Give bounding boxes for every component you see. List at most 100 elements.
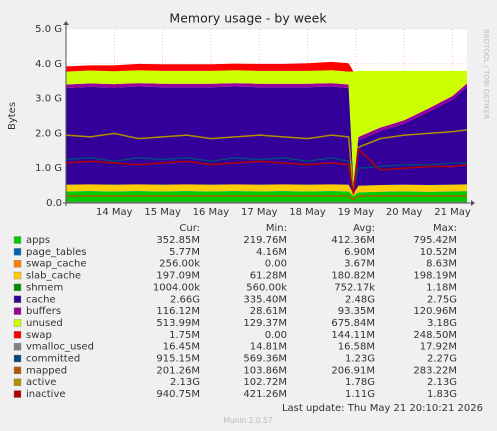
legend-stat: 102.72M	[243, 377, 287, 388]
legend-stat: 915.15M	[156, 354, 200, 365]
legend-stat: 3.18G	[427, 318, 457, 329]
legend-header: Max:	[433, 223, 457, 234]
legend-stat: 1.83G	[427, 389, 457, 400]
footer: Munin 2.0.57	[223, 416, 272, 425]
area	[66, 61, 467, 72]
x-tick-label: 21 May	[434, 207, 471, 218]
legend-label: vmalloc_used	[26, 342, 94, 353]
legend-stat: 335.40M	[243, 294, 287, 305]
legend-swatch	[13, 248, 22, 256]
x-tick-label: 16 May	[193, 207, 230, 218]
legend-swatch	[13, 342, 22, 351]
legend-swatch	[13, 283, 22, 292]
legend-label: swap_cache	[26, 259, 86, 270]
y-tick-label: 5.0 G	[35, 24, 62, 35]
legend-stat: 1.75M	[169, 330, 200, 341]
legend-stat: 198.19M	[413, 271, 457, 282]
legend-stat: 1004.00k	[153, 282, 200, 293]
legend-stat: 10.52M	[420, 247, 457, 258]
legend-stat: 201.26M	[156, 365, 200, 376]
y-axis-arrow	[63, 21, 69, 25]
legend-stat: 1.78G	[345, 377, 375, 388]
legend-stat: 752.17k	[334, 282, 375, 293]
x-axis-arrow	[471, 200, 475, 206]
legend-stat: 103.86M	[243, 365, 287, 376]
x-tick-label: 18 May	[289, 207, 326, 218]
legend-stat: 2.66G	[170, 294, 200, 305]
legend-stat: 795.42M	[413, 235, 457, 246]
legend-label: committed	[26, 354, 80, 365]
legend-stat: 197.09M	[156, 271, 200, 282]
x-tick-label: 15 May	[144, 207, 181, 218]
legend-swatch	[13, 378, 22, 386]
legend-stat: 129.37M	[243, 318, 287, 329]
legend-stat: 940.75M	[156, 389, 200, 400]
legend-stat: 6.90M	[344, 247, 375, 258]
legend-stat: 513.99M	[156, 318, 200, 329]
legend-label: unused	[26, 318, 63, 329]
legend-stat: 569.36M	[243, 354, 287, 365]
x-tick-label: 19 May	[338, 207, 375, 218]
last-update: Last update: Thu May 21 20:10:21 2026	[282, 403, 483, 414]
legend-stat: 283.22M	[413, 365, 457, 376]
legend-stat: 219.76M	[243, 235, 287, 246]
legend-label: buffers	[26, 306, 61, 317]
legend-stat: 412.36M	[331, 235, 375, 246]
legend-swatch	[13, 354, 22, 363]
legend-label: inactive	[26, 389, 66, 400]
legend-stat: 1.18M	[426, 282, 457, 293]
legend-swatch	[13, 319, 22, 327]
legend-stat: 17.92M	[420, 342, 457, 353]
x-tick-label: 20 May	[386, 207, 423, 218]
legend-stat: 421.26M	[243, 389, 287, 400]
legend-stat: 180.82M	[331, 271, 375, 282]
legend-stat: 0.00	[265, 330, 287, 341]
legend-stat: 28.61M	[250, 306, 287, 317]
y-tick-label: 3.0 G	[35, 94, 62, 105]
legend-stat: 16.45M	[163, 342, 200, 353]
y-tick-label: 2.0 G	[35, 128, 62, 139]
legend-swatch	[13, 236, 22, 244]
legend-stat: 8.63M	[426, 259, 457, 270]
legend-stat: 93.35M	[338, 306, 375, 317]
legend-swatch	[13, 366, 22, 375]
line	[65, 156, 467, 190]
legend-stat: 2.13G	[170, 377, 200, 388]
legend-stat: 14.81M	[250, 342, 287, 353]
legend-stat: 144.11M	[331, 330, 375, 341]
legend-stat: 61.28M	[250, 271, 287, 282]
side-text: RRDTOOL / TOBI OETIKER	[482, 29, 490, 119]
legend-stat: 4.16M	[256, 247, 287, 258]
legend-label: swap	[26, 330, 52, 341]
legend-label: slab_cache	[26, 271, 81, 282]
legend-stat: 0.00	[265, 259, 287, 270]
legend-stat: 675.84M	[331, 318, 375, 329]
line	[65, 129, 468, 193]
legend-label: page_tables	[26, 247, 87, 258]
legend-stat: 1.23G	[345, 354, 375, 365]
legend-stat: 2.27G	[427, 354, 457, 365]
y-tick-label: 4.0 G	[35, 59, 62, 70]
legend-stat: 2.48G	[345, 294, 375, 305]
legend-label: cache	[26, 294, 56, 305]
area	[66, 184, 467, 196]
legend-stat: 2.13G	[427, 377, 457, 388]
legend-swatch	[13, 260, 22, 268]
legend-stat: 2.75G	[427, 294, 457, 305]
legend-label: mapped	[26, 365, 67, 376]
y-tick-label: 0.0	[46, 198, 62, 209]
y-axis-label: Bytes	[7, 102, 18, 130]
legend-stat: 1.11G	[345, 389, 375, 400]
legend-label: apps	[26, 235, 50, 246]
line	[66, 195, 467, 201]
legend-header: Min:	[266, 223, 287, 234]
legend-swatch	[13, 295, 22, 303]
legend-stat: 5.77M	[169, 247, 200, 258]
area	[66, 70, 467, 183]
legend-stat: 3.67M	[344, 259, 375, 270]
legend-stat: 248.50M	[413, 330, 457, 341]
legend-swatch	[13, 331, 22, 339]
legend-stat: 256.00k	[159, 259, 200, 270]
line	[65, 147, 468, 195]
